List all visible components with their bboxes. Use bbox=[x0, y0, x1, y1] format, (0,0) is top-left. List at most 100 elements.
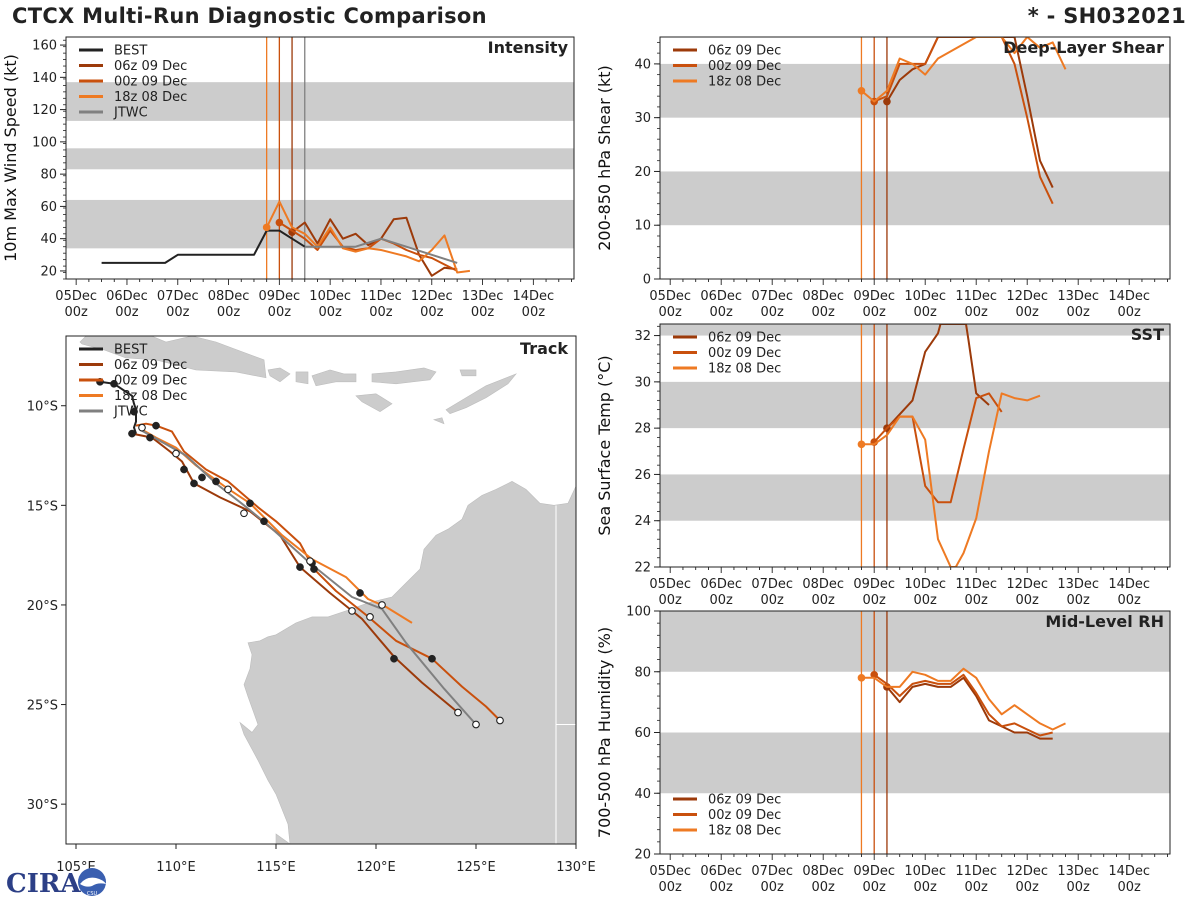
shear-xtick-sub: 00z bbox=[1118, 305, 1142, 320]
intensity-xtick-sub: 00z bbox=[64, 305, 88, 320]
track-legend-label: JTWC bbox=[113, 405, 148, 420]
sst-ylabel: Sea Surface Temp (°C) bbox=[595, 355, 614, 535]
rh-xtick-label: 10Dec bbox=[904, 864, 946, 879]
sst-xtick-sub: 00z bbox=[659, 593, 683, 608]
intensity-xtick-label: 11Dec bbox=[360, 289, 402, 304]
track-legend-label: 00z 09 Dec bbox=[114, 374, 187, 389]
sst-xtick-label: 14Dec bbox=[1108, 577, 1150, 592]
timor-land bbox=[445, 373, 517, 415]
intensity-title: Intensity bbox=[488, 38, 569, 57]
sst-xtick-label: 10Dec bbox=[904, 577, 946, 592]
rh-band bbox=[660, 611, 1170, 672]
intensity-ytick-label: 140 bbox=[32, 71, 57, 86]
sst-ytick-label: 24 bbox=[634, 514, 651, 529]
track-marker bbox=[496, 716, 504, 725]
shear-xtick-label: 07Dec bbox=[751, 289, 793, 304]
rh-band bbox=[660, 732, 1170, 794]
shear-xtick-label: 09Dec bbox=[853, 289, 895, 304]
sst-xtick-sub: 00z bbox=[710, 593, 734, 608]
track-marker bbox=[366, 613, 374, 621]
shear-series-marker bbox=[883, 97, 891, 106]
rh-ylabel: 700-500 hPa Humidity (%) bbox=[595, 627, 614, 838]
shear-ytick-label: 20 bbox=[634, 165, 651, 180]
sst-xtick-label: 06Dec bbox=[700, 577, 742, 592]
rh-title: Mid-Level RH bbox=[1045, 612, 1164, 631]
intensity-ytick-label: 100 bbox=[32, 135, 57, 150]
track-marker bbox=[212, 477, 220, 486]
shear-xtick-sub: 00z bbox=[812, 305, 836, 320]
shear-legend-label: 06z 09 Dec bbox=[708, 44, 781, 59]
track-ytick-label: 25°S bbox=[27, 699, 58, 714]
sst-ytick-label: 32 bbox=[634, 329, 651, 344]
track-legend-label: BEST bbox=[114, 343, 147, 358]
cira-logo: CIRA CSU bbox=[6, 868, 106, 898]
intensity-xtick-sub: 00z bbox=[268, 305, 292, 320]
rh-ytick-label: 80 bbox=[634, 665, 651, 680]
sst-xtick-sub: 00z bbox=[761, 593, 785, 608]
rh-legend-label: 00z 09 Dec bbox=[708, 808, 781, 823]
intensity-xtick-sub: 00z bbox=[166, 305, 190, 320]
flores-land bbox=[371, 367, 437, 385]
sst-ytick-label: 26 bbox=[634, 468, 651, 483]
intensity-ytick-label: 20 bbox=[40, 264, 57, 279]
intensity-legend-label: BEST bbox=[114, 44, 147, 59]
shear-ytick-label: 30 bbox=[634, 111, 651, 126]
intensity-ylabel: 10m Max Wind Speed (kt) bbox=[1, 54, 20, 262]
rh-panel: 2040608010005Dec00z06Dec00z07Dec00z08Dec… bbox=[595, 605, 1171, 895]
track-marker bbox=[138, 423, 146, 432]
intensity-series-marker bbox=[275, 218, 284, 227]
rh-xtick-sub: 00z bbox=[1118, 880, 1142, 895]
page-title: CTCX Multi-Run Diagnostic Comparison bbox=[12, 4, 487, 28]
java-land bbox=[79, 336, 267, 379]
rh-ytick-label: 60 bbox=[634, 726, 651, 741]
sst-xtick-label: 07Dec bbox=[751, 577, 793, 592]
intensity-xtick-label: 13Dec bbox=[462, 289, 504, 304]
shear-series-line bbox=[886, 37, 1054, 189]
rh-series-line bbox=[861, 667, 1066, 731]
sumbawa-land bbox=[311, 369, 357, 387]
shear-xtick-sub: 00z bbox=[863, 305, 887, 320]
intensity-xtick-sub: 00z bbox=[471, 305, 495, 320]
shear-xtick-sub: 00z bbox=[761, 305, 785, 320]
track-marker bbox=[306, 557, 314, 565]
track-xtick-label: 130°E bbox=[556, 860, 596, 875]
shear-xtick-sub: 00z bbox=[1067, 305, 1091, 320]
track-marker bbox=[454, 708, 462, 717]
rh-xtick-sub: 00z bbox=[710, 880, 734, 895]
track-marker bbox=[296, 563, 304, 571]
track-marker bbox=[130, 407, 138, 416]
track-title: Track bbox=[520, 339, 568, 358]
rh-series-marker bbox=[857, 674, 866, 682]
shear-panel: 01020304005Dec00z06Dec00z07Dec00z08Dec00… bbox=[595, 36, 1171, 320]
rh-xtick-sub: 00z bbox=[965, 880, 989, 895]
australia-land bbox=[239, 481, 576, 844]
track-18z-08-dec-line bbox=[141, 428, 413, 624]
rh-xtick-label: 13Dec bbox=[1057, 864, 1099, 879]
bali-land bbox=[267, 367, 291, 383]
csu-logo-text: CSU bbox=[87, 891, 98, 897]
track-xtick-label: 120°E bbox=[356, 860, 396, 875]
intensity-ytick-label: 80 bbox=[40, 168, 57, 183]
rh-xtick-sub: 00z bbox=[863, 880, 887, 895]
track-legend-label: 18z 08 Dec bbox=[114, 389, 187, 404]
track-frame bbox=[65, 335, 577, 845]
shear-legend-label: 00z 09 Dec bbox=[708, 59, 781, 74]
track-marker bbox=[356, 589, 364, 597]
track-marker bbox=[378, 601, 386, 609]
sst-title: SST bbox=[1131, 325, 1164, 344]
intensity-legend-label: 00z 09 Dec bbox=[114, 75, 187, 90]
shear-ytick-label: 40 bbox=[634, 57, 651, 72]
lombok-land bbox=[295, 371, 309, 385]
intensity-xtick-sub: 00z bbox=[115, 305, 139, 320]
shear-band bbox=[660, 171, 1170, 226]
sst-legend-label: 18z 08 Dec bbox=[708, 362, 781, 377]
rh-xtick-label: 06Dec bbox=[700, 864, 742, 879]
shear-series-line bbox=[860, 37, 1067, 103]
alor-land bbox=[459, 369, 477, 377]
track-best-line bbox=[99, 380, 137, 434]
rh-xtick-sub: 00z bbox=[761, 880, 785, 895]
rh-series-line bbox=[873, 673, 1053, 737]
intensity-xtick-sub: 00z bbox=[369, 305, 393, 320]
intensity-band bbox=[66, 82, 574, 121]
